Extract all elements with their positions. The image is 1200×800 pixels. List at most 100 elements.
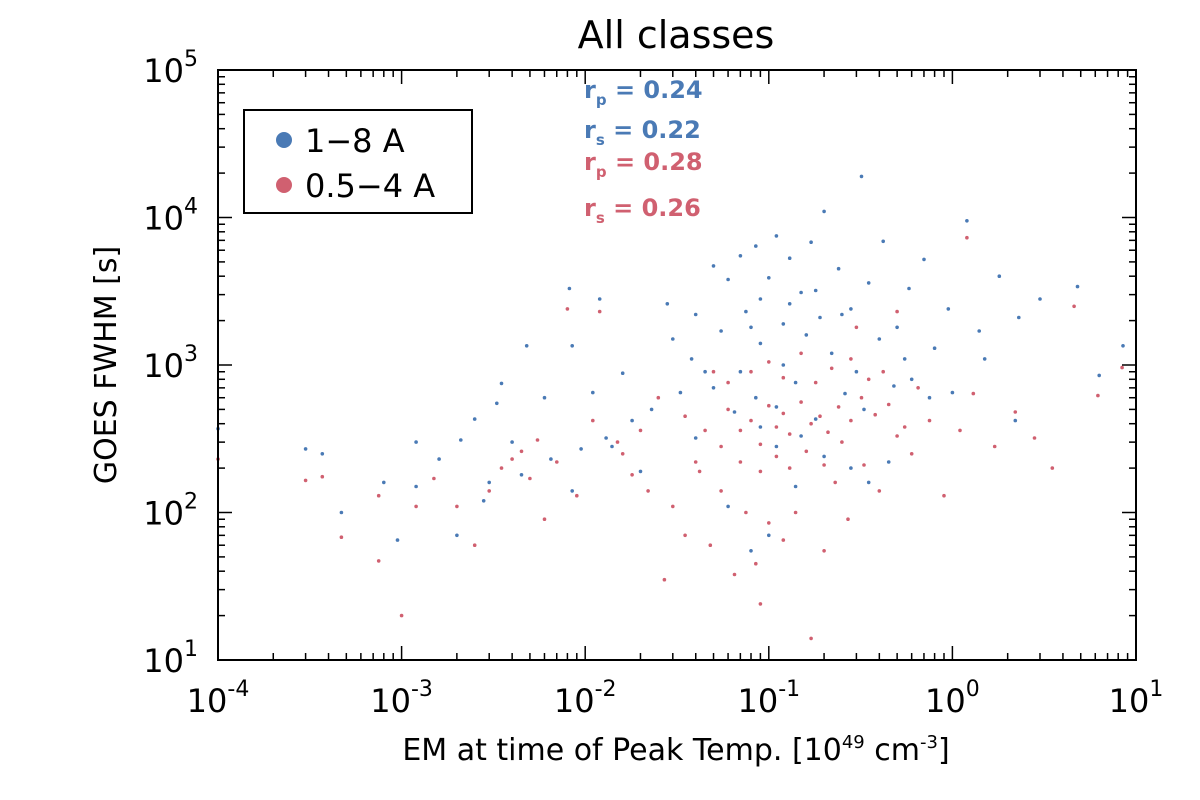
data-point (565, 307, 570, 311)
y-tick-label: 105 (143, 47, 198, 90)
data-point (570, 344, 574, 348)
data-point (620, 452, 625, 456)
data-point (726, 380, 730, 385)
data-point (781, 375, 786, 380)
data-point (1017, 315, 1021, 320)
data-point (793, 484, 798, 489)
data-point (754, 244, 758, 248)
legend-marker-blue (276, 132, 292, 148)
data-point (719, 329, 723, 333)
data-point (638, 469, 643, 474)
data-point (683, 414, 687, 419)
data-point (1072, 304, 1076, 309)
y-tick-label: 103 (143, 342, 198, 385)
data-point (809, 421, 813, 426)
legend-box (243, 109, 473, 214)
data-point (615, 440, 620, 444)
data-point (708, 543, 713, 547)
data-point (542, 395, 547, 400)
data-point (895, 325, 899, 330)
data-point (942, 493, 946, 498)
data-point (822, 463, 826, 467)
legend-label-1-8A: 1−8 A (305, 122, 405, 160)
data-point (693, 312, 698, 317)
data-point (881, 369, 885, 374)
data-point (895, 309, 899, 314)
data-point (927, 395, 932, 400)
data-point (719, 489, 723, 493)
data-point (787, 466, 792, 470)
data-point (822, 209, 826, 214)
legend-label-0.5-4A: 0.5−4 A (305, 167, 435, 205)
data-point (1013, 418, 1018, 423)
data-point (683, 533, 687, 538)
data-point (678, 390, 683, 395)
data-point (732, 572, 737, 577)
data-point (630, 473, 634, 477)
data-point (738, 369, 743, 374)
x-tick-label: 10-2 (554, 677, 617, 720)
x-tick-labels: 10-4 10-3 10-2 10-1 100 101 (187, 677, 1164, 720)
data-point (649, 407, 654, 412)
data-point (1050, 466, 1055, 470)
data-point (774, 454, 779, 459)
x-tick-label: 100 (925, 677, 980, 720)
data-point (749, 418, 753, 423)
data-point (916, 386, 920, 390)
data-point (495, 401, 499, 406)
data-point (881, 239, 885, 244)
data-point (414, 504, 418, 509)
data-point (922, 257, 926, 262)
data-point (399, 613, 404, 618)
data-point (744, 510, 748, 515)
data-point (455, 533, 459, 538)
data-point (1032, 436, 1037, 440)
data-point (866, 281, 871, 285)
data-point (818, 315, 822, 320)
data-point (376, 493, 381, 498)
data-point (591, 418, 595, 423)
data-point (958, 428, 962, 433)
data-point (849, 418, 853, 423)
data-point (977, 329, 981, 333)
data-point (732, 410, 737, 414)
data-point (320, 474, 325, 479)
correlation-annotation: rp = 0.28 (584, 148, 703, 181)
data-point (459, 438, 463, 442)
data-point (829, 366, 834, 371)
data-point (711, 369, 716, 374)
data-point (846, 517, 850, 521)
data-point (570, 489, 574, 493)
data-point (662, 577, 667, 582)
data-point (749, 549, 753, 553)
data-point (455, 504, 459, 509)
data-point (758, 469, 763, 474)
data-point (395, 538, 400, 542)
data-point (339, 510, 344, 515)
x-tick-label: 101 (1109, 677, 1164, 720)
data-point (726, 407, 730, 412)
data-point (758, 297, 763, 301)
data-point (567, 286, 572, 291)
axis-ticks (217, 69, 1137, 661)
data-point (432, 476, 436, 481)
data-point (799, 400, 803, 404)
data-point (437, 457, 441, 461)
data-point (1097, 373, 1101, 378)
data-point (813, 417, 818, 421)
data-point (902, 425, 907, 429)
data-point (781, 411, 786, 416)
data-point (591, 390, 595, 395)
data-point (813, 288, 818, 293)
data-point (610, 444, 614, 449)
x-tick-label: 10-4 (187, 677, 250, 720)
data-point (787, 256, 792, 261)
data-point (787, 432, 792, 436)
data-point (711, 386, 716, 390)
data-point (873, 412, 877, 417)
data-point (774, 405, 779, 409)
data-point (836, 405, 841, 409)
data-point (630, 418, 634, 423)
data-point (946, 307, 951, 311)
